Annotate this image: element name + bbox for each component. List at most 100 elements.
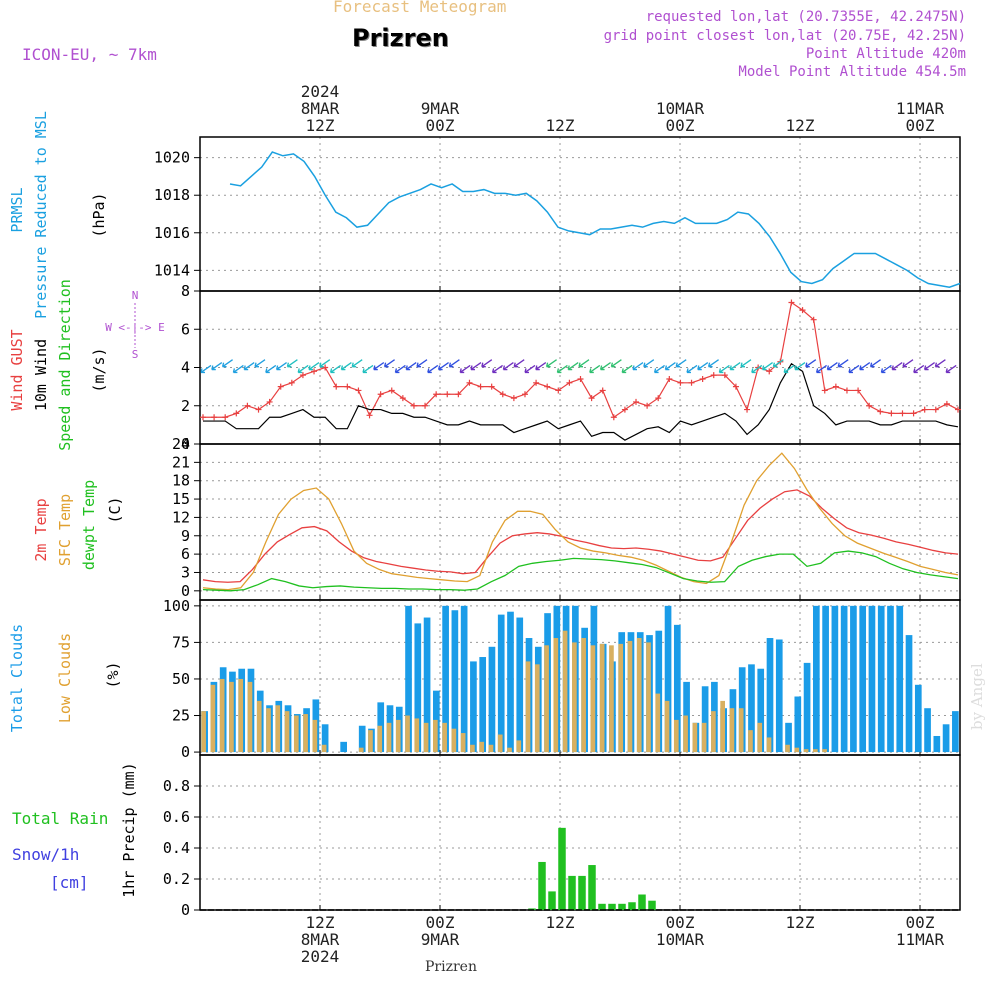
wind-direction-arrow <box>470 362 482 371</box>
dewpt-label: dewpt Temp <box>80 480 98 570</box>
rain-bar <box>578 875 586 910</box>
gust-marker <box>633 398 640 405</box>
ms-label: (m/s) <box>90 347 108 392</box>
gust-marker <box>577 375 584 382</box>
gust-marker <box>688 379 695 386</box>
top-time-label: 11MAR <box>896 99 945 118</box>
low-cloud-bar <box>553 638 559 753</box>
total-cloud-bar <box>516 617 524 753</box>
rain-bar <box>548 891 556 910</box>
wind-direction-arrow <box>751 364 763 374</box>
wind-direction-arrow <box>567 362 579 371</box>
total-cloud-bar <box>914 684 922 753</box>
gust-marker <box>721 372 728 379</box>
gust-marker <box>322 364 329 371</box>
gust-marker <box>299 372 306 379</box>
gust-marker <box>510 395 517 402</box>
gust-marker <box>533 379 540 386</box>
low-cloud-bar <box>497 734 503 753</box>
wind-direction-arrow <box>351 359 363 368</box>
total-cloud-bar <box>664 605 672 753</box>
y-tick-label: 21 <box>172 453 190 471</box>
wind-direction-arrow <box>869 359 881 368</box>
wind-direction-arrow <box>232 364 244 374</box>
total-cloud-bar <box>321 724 329 753</box>
wind-direction-arrow <box>243 362 255 371</box>
model-label: ICON-EU, ~ 7km <box>22 45 157 64</box>
y-tick-label: 0 <box>181 901 190 919</box>
low-cloud-bar <box>673 719 679 753</box>
total-cloud-bar <box>859 605 867 753</box>
gust-marker <box>488 383 495 390</box>
total-cloud-bar <box>340 741 347 753</box>
low-cloud-bar <box>470 744 475 753</box>
bottom-time-label: 11MAR <box>896 930 945 949</box>
total-cloud-bar <box>488 646 496 753</box>
low-cloud-bar <box>386 722 392 753</box>
low-cloud-bar <box>813 749 818 753</box>
low-cloud-bar <box>729 708 735 753</box>
low-cloud-bar <box>748 730 753 753</box>
top-time-label: 00Z <box>666 116 695 135</box>
rain-bar <box>588 865 596 910</box>
panel-frame <box>199 136 961 292</box>
gust-marker <box>832 383 839 390</box>
top-title: Forecast Meteogram <box>333 0 507 16</box>
gust-marker <box>732 383 739 390</box>
wind-direction-arrow <box>221 359 233 368</box>
bottom-time-label: 00Z <box>666 913 695 932</box>
low-cloud-bar <box>488 744 494 753</box>
total-cloud-bar <box>470 661 477 753</box>
wind-direction-arrow <box>524 364 536 374</box>
low-cloud-bar <box>229 681 234 753</box>
gust-marker <box>855 387 862 394</box>
bottom-location: Prizren <box>425 959 477 975</box>
y-tick-label: 0.8 <box>163 777 190 795</box>
compass-n: N <box>132 289 139 302</box>
sfctemp-label: SFC Temp <box>56 494 74 566</box>
prmsl-label: PRMSL <box>8 187 26 232</box>
wind-direction-arrow <box>599 362 611 371</box>
low-cloud-bar <box>219 678 225 753</box>
gust-marker <box>222 414 229 421</box>
low-cloud-bar <box>572 642 577 753</box>
temp2m-line <box>202 489 959 583</box>
rain-bar <box>638 894 646 910</box>
total-cloud-bar <box>924 708 931 753</box>
gust-marker <box>810 316 817 323</box>
wind-direction-arrow <box>772 359 784 368</box>
wind-direction-arrow <box>373 362 385 371</box>
y-tick-label: 25 <box>172 707 190 725</box>
sfc-temp-line <box>202 452 959 591</box>
low-cloud-bar <box>618 643 624 753</box>
low-cloud-bar <box>803 749 809 753</box>
wind-direction-arrow <box>934 359 946 368</box>
rain-bar <box>608 903 616 910</box>
low-cloud-bar <box>627 640 633 753</box>
wind-direction-arrow <box>340 362 352 371</box>
gust-marker <box>744 406 751 413</box>
top-time-label: 12Z <box>306 116 335 135</box>
low-cloud-bar <box>766 737 772 753</box>
top-time-label: 8MAR <box>301 99 340 118</box>
wind-direction-arrow <box>416 359 428 368</box>
y-tick-label: 100 <box>163 597 190 615</box>
wind-direction-arrow <box>837 359 849 368</box>
wind-direction-arrow <box>405 362 417 371</box>
total-cloud-bar <box>813 605 820 753</box>
total-cloud-bar <box>896 605 904 753</box>
bottom-time-label: 00Z <box>906 913 935 932</box>
total-cloud-bar <box>423 617 431 753</box>
wind-direction-arrow <box>686 364 698 374</box>
gust-marker <box>866 402 873 409</box>
wind-direction-arrow <box>427 364 439 374</box>
rain-bar <box>628 902 636 910</box>
wind-direction-arrow <box>437 362 449 371</box>
low-cloud-bar <box>238 678 244 753</box>
gust-marker <box>388 387 395 394</box>
gust-marker <box>599 387 606 394</box>
low-cloud-bar <box>256 700 262 753</box>
low-cloud-bar <box>534 664 540 753</box>
wind-direction-arrow <box>610 359 622 368</box>
gust-marker <box>211 414 218 421</box>
